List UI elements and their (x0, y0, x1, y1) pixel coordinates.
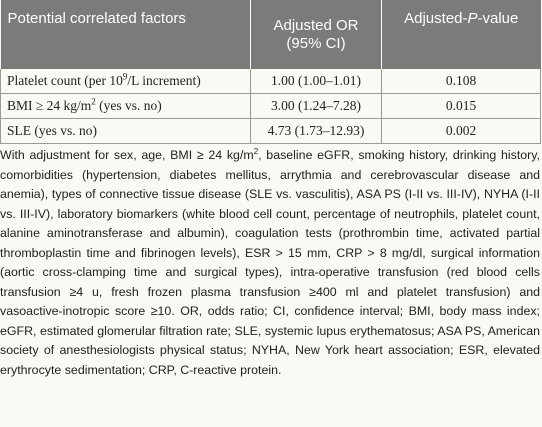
header-adjusted-p: Adjusted-P-value (381, 0, 541, 69)
table-row: BMI ≥ 24 kg/m2 (yes vs. no) 3.00 (1.24–7… (0, 93, 541, 119)
p-value-cell: 0.002 (381, 118, 541, 144)
header-p-suffix: -value (477, 10, 519, 27)
or-cell: 3.00 (1.24–7.28) (250, 93, 382, 119)
factor-superscript: 2 (91, 96, 96, 107)
p-value-cell: 0.015 (381, 93, 541, 119)
factor-text-suffix: (yes vs. no) (95, 98, 162, 113)
header-p-prefix: Adjusted- (404, 10, 468, 27)
table-body: Platelet count (per 109/L increment) 1.0… (0, 69, 541, 144)
factor-cell: SLE (yes vs. no) (0, 118, 251, 144)
factor-superscript: 9 (122, 71, 128, 82)
header-row: Potential correlated factors Adjusted OR… (0, 0, 541, 69)
footnote-part2: , baseline eGFR, smoking history, drinki… (0, 148, 540, 377)
footnote-superscript: 2 (253, 146, 259, 156)
or-cell: 4.73 (1.73–12.93) (250, 118, 382, 144)
factor-text: SLE (yes vs. no) (7, 123, 97, 138)
factor-text: BMI ≥ 24 kg/m (7, 98, 92, 113)
or-cell: 1.00 (1.00–1.01) (250, 69, 382, 94)
factor-text-suffix: /L increment) (127, 73, 201, 88)
footnote-paragraph: With adjustment for sex, age, BMI ≥ 24 k… (0, 146, 540, 380)
results-table: Potential correlated factors Adjusted OR… (0, 0, 541, 144)
header-factors: Potential correlated factors (0, 0, 251, 69)
table-row: SLE (yes vs. no) 4.73 (1.73–12.93) 0.002 (0, 118, 541, 144)
table-row: Platelet count (per 109/L increment) 1.0… (0, 69, 541, 94)
factor-cell: Platelet count (per 109/L increment) (0, 69, 251, 94)
table-footnote: With adjustment for sex, age, BMI ≥ 24 k… (0, 146, 540, 380)
header-adjusted-or: Adjusted OR (95% CI) (250, 0, 382, 69)
factor-text: Platelet count (per 10 (7, 73, 123, 88)
header-or-line1: Adjusted OR (273, 16, 359, 34)
factor-cell: BMI ≥ 24 kg/m2 (yes vs. no) (0, 93, 251, 119)
p-value-cell: 0.108 (381, 69, 541, 94)
table-header: Potential correlated factors Adjusted OR… (0, 0, 541, 69)
header-p-italic: P (467, 10, 478, 27)
footnote-part1: With adjustment for sex, age, BMI ≥ 24 k… (0, 148, 254, 162)
header-or-line2: (95% CI) (286, 34, 346, 52)
